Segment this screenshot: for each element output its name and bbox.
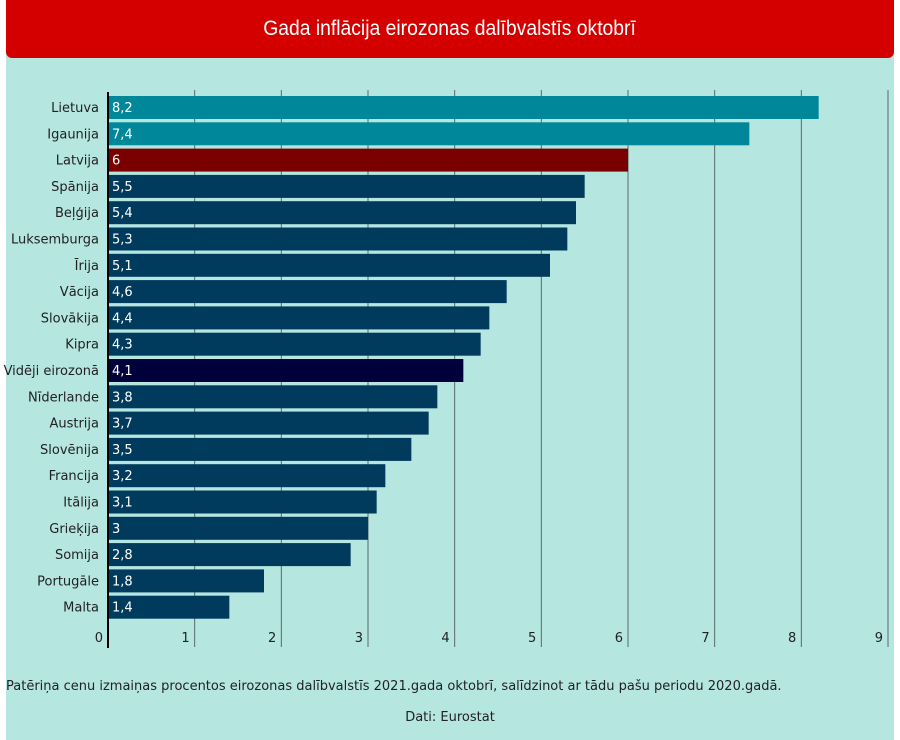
data-label: 5,3: [112, 233, 133, 248]
category-label: Somija: [55, 548, 99, 563]
bar: [108, 280, 507, 304]
data-label: 1,4: [112, 601, 133, 616]
category-label: Spānija: [51, 180, 99, 195]
bar: [108, 595, 230, 619]
category-label: Īrija: [75, 259, 99, 274]
x-tick-label: 8: [788, 631, 796, 646]
category-label: Portugāle: [37, 574, 99, 589]
data-label: 5,1: [112, 259, 133, 274]
data-source: Dati: Eurostat: [405, 710, 495, 725]
data-label: 1,8: [112, 574, 133, 589]
data-label: 3,7: [112, 417, 133, 432]
bar: [108, 148, 628, 172]
data-label: 3,2: [112, 469, 133, 484]
bar: [108, 359, 464, 382]
data-label: 7,4: [112, 127, 133, 142]
category-label: Latvija: [56, 154, 99, 169]
category-label: Itālija: [63, 496, 99, 511]
x-tick-label: 2: [268, 631, 276, 646]
category-label: Grieķija: [49, 522, 99, 537]
bar: [108, 516, 368, 540]
bar: [108, 569, 264, 593]
data-label: 4,3: [112, 338, 133, 353]
category-label: Kipra: [65, 338, 99, 353]
data-label: 5,4: [112, 206, 133, 221]
bar: [108, 122, 750, 146]
category-label: Vidēji eirozonā: [4, 364, 99, 379]
category-label: Austrija: [49, 417, 99, 432]
bar: [108, 174, 585, 198]
bar: [108, 543, 351, 567]
data-label: 4,1: [112, 364, 133, 379]
data-label: 8,2: [112, 101, 133, 116]
data-label: 4,4: [112, 311, 133, 326]
x-tick-label: 0: [95, 631, 103, 646]
x-tick-label: 5: [528, 631, 536, 646]
bar: [108, 201, 576, 225]
bar: [108, 411, 429, 435]
x-tick-label: 7: [701, 631, 709, 646]
data-label: 3,5: [112, 443, 133, 458]
title-bar: Gada inflācija eirozonas dalībvalstīs ok…: [6, 0, 894, 58]
bar: [108, 332, 481, 356]
category-label: Francija: [49, 469, 99, 484]
data-label: 6: [112, 154, 120, 169]
category-label: Slovēnija: [40, 443, 99, 458]
category-label: Igaunija: [47, 127, 99, 142]
x-tick-label: 6: [615, 631, 623, 646]
data-label: 4,6: [112, 285, 133, 300]
category-label: Malta: [63, 601, 99, 616]
bar: [108, 253, 550, 277]
bar: [108, 306, 490, 330]
chart-note: Patēriņa cenu izmaiņas procentos eirozon…: [6, 679, 782, 694]
bar: [108, 227, 568, 251]
category-label: Lietuva: [51, 101, 99, 116]
bar: [108, 437, 412, 461]
chart-title: Gada inflācija eirozonas dalībvalstīs ok…: [263, 17, 637, 40]
data-label: 3: [112, 522, 120, 537]
category-label: Beļģija: [55, 206, 99, 221]
data-label: 3,8: [112, 390, 133, 405]
x-tick-label: 4: [441, 631, 449, 646]
category-label: Nīderlande: [28, 390, 99, 405]
category-label: Luksemburga: [11, 233, 99, 248]
x-tick-label: 1: [181, 631, 189, 646]
bar: [108, 464, 386, 488]
bar: [108, 490, 377, 514]
data-label: 3,1: [112, 496, 133, 511]
category-label: Slovākija: [41, 311, 99, 326]
bar: [108, 96, 819, 119]
category-label: Vācija: [60, 285, 99, 300]
bar: [108, 385, 438, 409]
x-tick-label: 9: [875, 631, 883, 646]
data-label: 2,8: [112, 548, 133, 563]
data-label: 5,5: [112, 180, 133, 195]
x-tick-label: 3: [355, 631, 363, 646]
